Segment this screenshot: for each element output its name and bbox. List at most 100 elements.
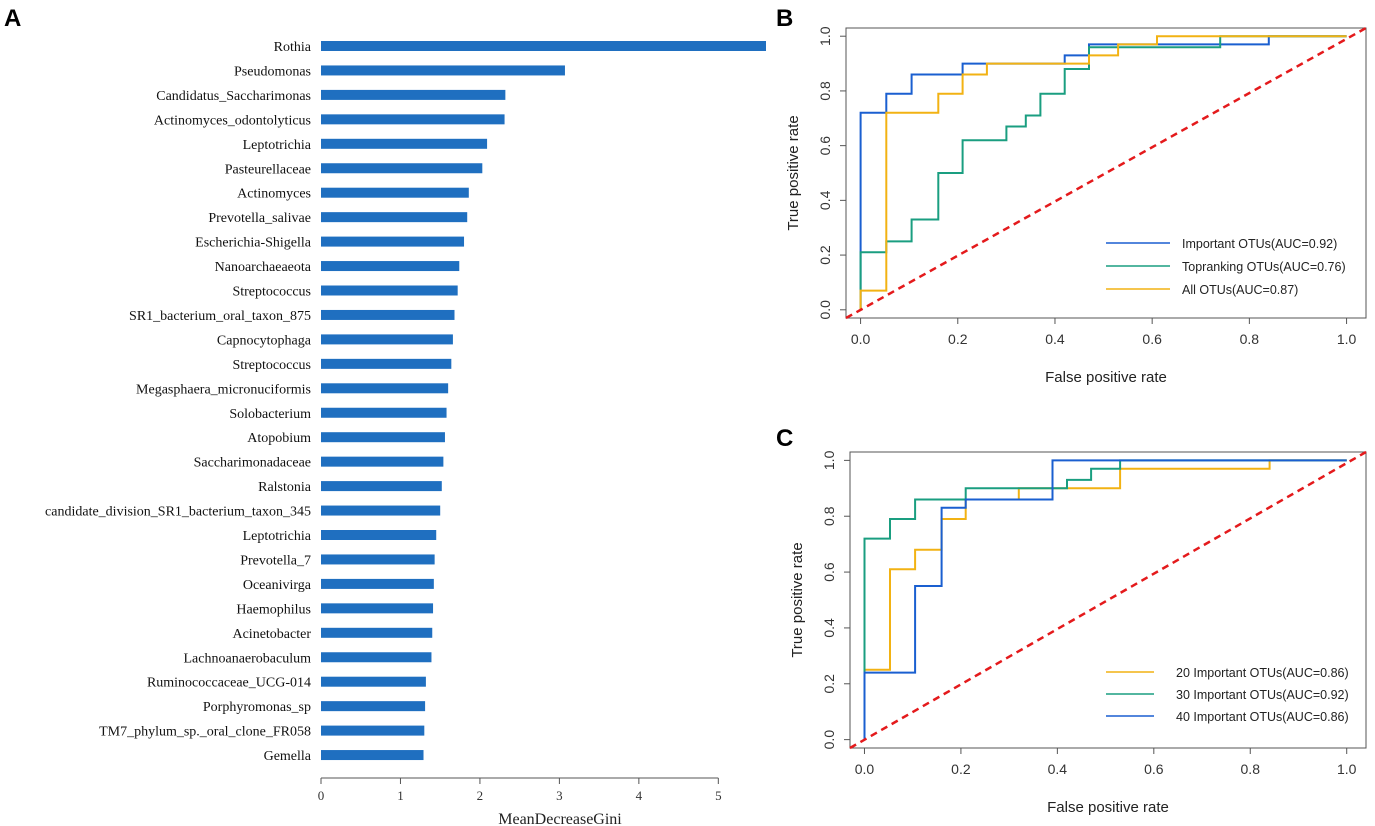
category-label: Streptococcus bbox=[232, 285, 311, 300]
category-label: Solobacterium bbox=[229, 407, 311, 422]
y-tick-label: 1.0 bbox=[821, 450, 837, 470]
bar bbox=[321, 114, 505, 125]
bar bbox=[321, 456, 444, 467]
x-tick-label: 0.8 bbox=[1240, 331, 1260, 347]
bar bbox=[321, 432, 445, 443]
legend-label: All OTUs(AUC=0.87) bbox=[1182, 283, 1298, 297]
y-tick-label: 0.4 bbox=[817, 190, 833, 210]
roc-curve bbox=[859, 35, 1347, 310]
category-label: Candidatus_Saccharimonas bbox=[156, 89, 311, 104]
bar bbox=[321, 89, 506, 100]
bar bbox=[321, 652, 432, 663]
category-label: candidate_division_SR1_bacterium_taxon_3… bbox=[45, 505, 311, 520]
y-tick-label: 0.2 bbox=[817, 245, 833, 265]
category-label: Oceanivirga bbox=[243, 578, 312, 593]
x-tick-label: 0.4 bbox=[1048, 761, 1068, 777]
x-tick-label: 1.0 bbox=[1337, 331, 1357, 347]
y-tick-label: 0.2 bbox=[821, 674, 837, 694]
bar bbox=[321, 138, 488, 149]
category-label: Prevotella_7 bbox=[240, 553, 311, 568]
x-tick-label: 4 bbox=[636, 788, 643, 803]
category-label: Ruminococcaceae_UCG-014 bbox=[147, 676, 311, 691]
category-label: Megasphaera_micronuciformis bbox=[136, 382, 311, 397]
diagonal-reference-line bbox=[849, 450, 1367, 750]
roc-curve bbox=[863, 459, 1347, 740]
panel-letter-a: A bbox=[4, 5, 21, 32]
y-axis-title: True positive rate bbox=[789, 542, 806, 657]
bar bbox=[321, 627, 433, 638]
bar bbox=[321, 358, 452, 369]
y-tick-label: 1.0 bbox=[817, 26, 833, 46]
category-label: Actinomyces bbox=[237, 187, 311, 202]
category-label: Atopobium bbox=[247, 431, 311, 446]
bar bbox=[321, 603, 434, 614]
bar bbox=[321, 163, 483, 174]
x-tick-label: 1.0 bbox=[1337, 761, 1357, 777]
x-axis-title: False positive rate bbox=[1047, 799, 1169, 816]
x-axis-title: MeanDecreaseGini bbox=[498, 811, 622, 826]
roc-curve bbox=[859, 35, 1347, 310]
roc-chart-panel-c: 0.0 0.2 0.4 0.6 0.8 1.0 0.0 0.2 0.4 0.6 0.8 1.0 Fals… bbox=[789, 450, 1367, 816]
panel-letter-b: B bbox=[776, 5, 793, 32]
x-tick-label: 0.6 bbox=[1144, 761, 1164, 777]
diagonal-reference-line bbox=[845, 26, 1367, 320]
category-label: Nanoarchaeaeota bbox=[215, 260, 312, 275]
bar bbox=[321, 334, 453, 345]
legend-label: 30 Important OTUs(AUC=0.92) bbox=[1176, 688, 1349, 702]
bar-chart-panel-a: 0 1 2 3 4 5 MeanDecreaseGini Rothia Pseudomonas C… bbox=[45, 40, 766, 826]
y-tick-label: 0.6 bbox=[817, 136, 833, 156]
category-label: Escherichia-Shigella bbox=[195, 236, 312, 251]
category-label: Saccharimonadaceae bbox=[194, 456, 311, 471]
panel-letter-c: C bbox=[776, 425, 793, 452]
y-tick-label: 0.0 bbox=[821, 730, 837, 750]
x-tick-label: 1 bbox=[397, 788, 404, 803]
category-label: Leptotrichia bbox=[243, 138, 312, 153]
y-tick-label: 0.0 bbox=[817, 300, 833, 320]
bar bbox=[321, 309, 455, 320]
bar bbox=[321, 725, 425, 736]
y-tick-label: 0.8 bbox=[817, 81, 833, 101]
roc-curve bbox=[863, 459, 1347, 740]
category-label: Leptotrichia bbox=[243, 529, 312, 544]
category-label: Prevotella_salivae bbox=[208, 211, 311, 226]
legend-label: Topranking OTUs(AUC=0.76) bbox=[1182, 260, 1346, 274]
category-label: TM7_phylum_sp._oral_clone_FR058 bbox=[99, 725, 311, 740]
category-label: Capnocytophaga bbox=[217, 333, 312, 348]
category-label: Actinomyces_odontolyticus bbox=[154, 113, 311, 128]
bar bbox=[321, 65, 565, 76]
category-label: Streptococcus bbox=[232, 358, 311, 373]
y-tick-label: 0.6 bbox=[821, 562, 837, 582]
x-tick-label: 0.2 bbox=[948, 331, 968, 347]
category-label: Rothia bbox=[274, 40, 312, 55]
x-tick-label: 0.4 bbox=[1045, 331, 1065, 347]
category-label: Lachnoanaerobaculum bbox=[184, 651, 312, 666]
bar bbox=[321, 750, 424, 761]
category-label: Ralstonia bbox=[258, 480, 312, 495]
roc-chart-panel-b: 0.0 0.2 0.4 0.6 0.8 1.0 0.0 0.2 0.4 0.6 0.8 1.0 Fals… bbox=[785, 26, 1367, 386]
bar bbox=[321, 41, 766, 51]
plot-frame bbox=[849, 451, 1367, 749]
y-tick-label: 0.8 bbox=[821, 506, 837, 526]
x-tick-label: 0.6 bbox=[1142, 331, 1162, 347]
bar bbox=[321, 676, 426, 687]
bar bbox=[321, 701, 426, 712]
bar bbox=[321, 578, 434, 589]
bar bbox=[321, 481, 442, 492]
y-axis-title: True positive rate bbox=[785, 115, 802, 230]
bar bbox=[321, 285, 458, 296]
bar bbox=[321, 554, 435, 565]
x-tick-label: 0 bbox=[318, 788, 325, 803]
category-label: Acinetobacter bbox=[232, 627, 311, 642]
x-tick-label: 0.8 bbox=[1241, 761, 1261, 777]
roc-curve bbox=[863, 459, 1347, 740]
legend-label: 40 Important OTUs(AUC=0.86) bbox=[1176, 710, 1349, 724]
bar bbox=[321, 212, 468, 223]
x-tick-label: 0.0 bbox=[851, 331, 871, 347]
bar bbox=[321, 407, 447, 418]
x-tick-label: 2 bbox=[477, 788, 484, 803]
bar bbox=[321, 187, 469, 198]
x-axis-title: False positive rate bbox=[1045, 369, 1167, 386]
x-tick-label: 3 bbox=[556, 788, 563, 803]
x-tick-label: 0.0 bbox=[855, 761, 875, 777]
